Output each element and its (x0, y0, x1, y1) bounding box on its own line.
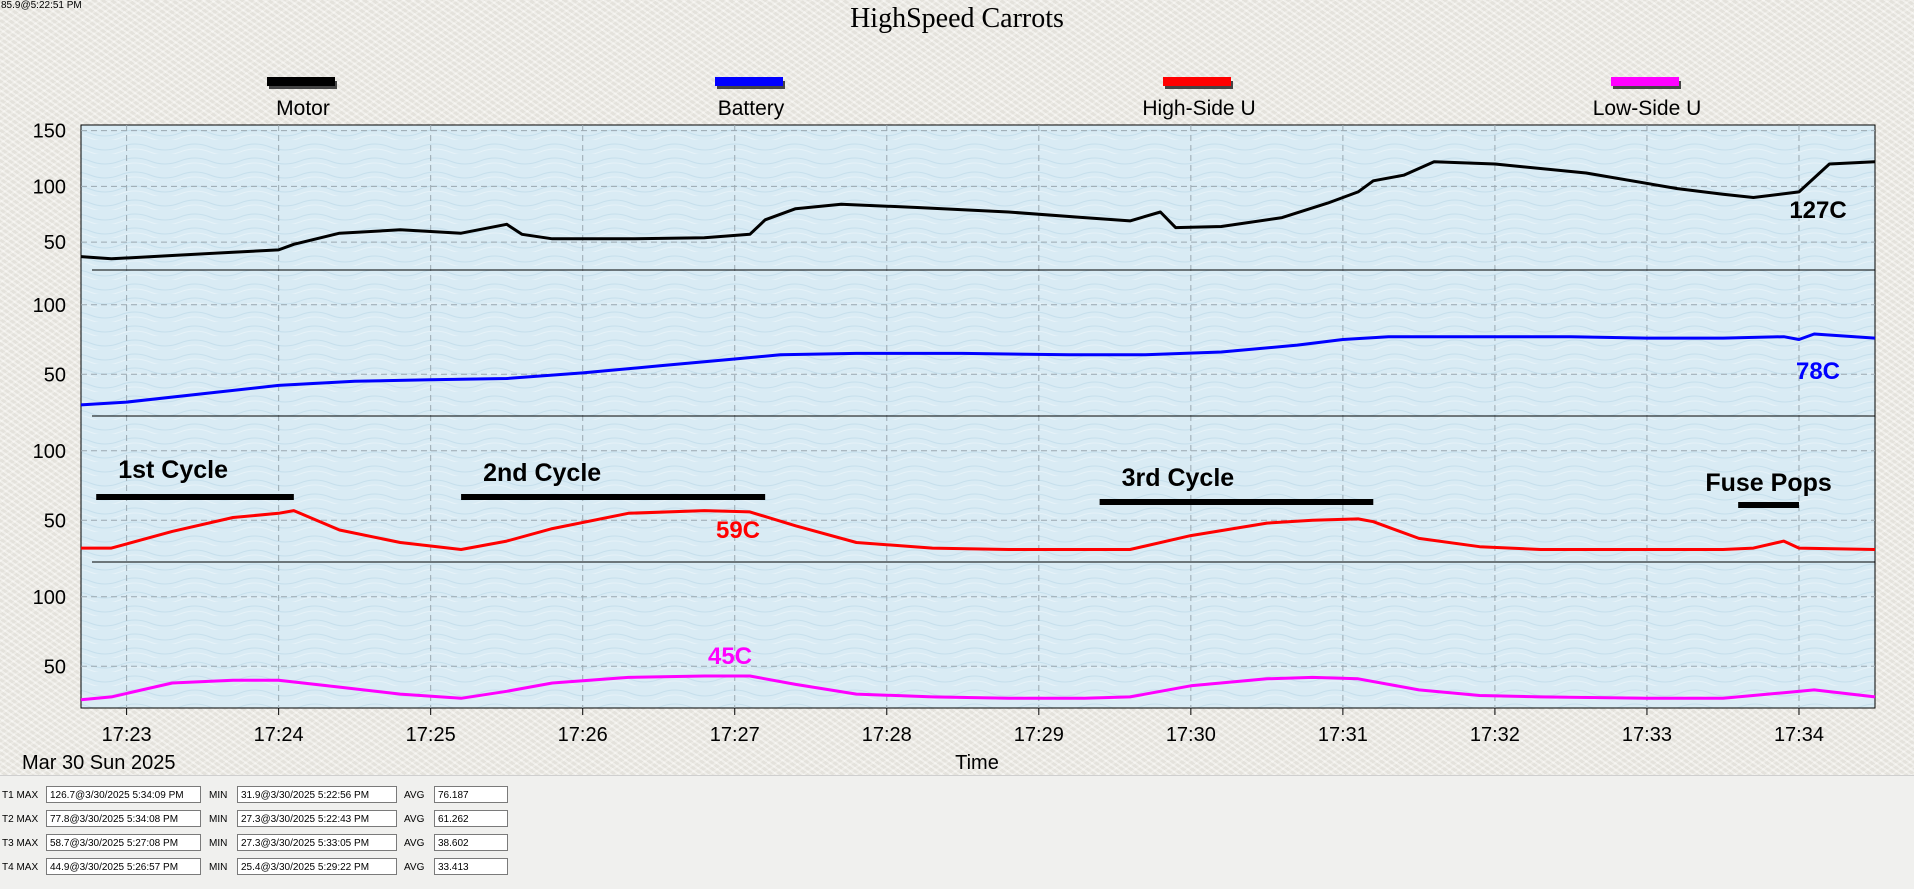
x-tick-label: 17:26 (558, 724, 608, 746)
legend-label: High-Side U (1142, 97, 1255, 120)
annotations: 1st Cycle 2nd Cycle 3rd Cycle Fuse Pops (96, 456, 1832, 508)
annotation-label: Fuse Pops (1705, 469, 1831, 497)
end-label-low-side-u: 45C (708, 643, 752, 670)
series-lines (80, 160, 1876, 702)
min-label: MIN (209, 814, 228, 825)
min-value-field[interactable]: 27.3@3/30/2025 5:22:43 PM (237, 810, 397, 827)
y-tick-label: 50 (44, 232, 66, 254)
avg-label: AVG (404, 838, 425, 849)
avg-label: AVG (404, 814, 425, 825)
series-line-high-side-u (81, 509, 1876, 551)
min-label: MIN (209, 862, 228, 873)
legend-swatch (1163, 77, 1231, 86)
annotation-label: 3rd Cycle (1122, 464, 1235, 492)
max-value-field[interactable]: 126.7@3/30/2025 5:34:09 PM (46, 786, 201, 803)
series-line-low-side-u (80, 674, 1876, 702)
legend-item-motor: Motor (267, 77, 337, 120)
stats-panel: T1 MAX 126.7@3/30/2025 5:34:09 PM MIN 31.9@… (0, 775, 1914, 889)
y-tick-label: 100 (33, 441, 66, 463)
avg-label: AVG (404, 862, 425, 873)
max-value-field[interactable]: 58.7@3/30/2025 5:27:08 PM (46, 834, 201, 851)
max-value-field[interactable]: 44.9@3/30/2025 5:26:57 PM (46, 858, 201, 875)
legend: Motor Battery High-Side U Low-Side U (267, 77, 1701, 120)
x-axis: 17:23 17:24 17:25 17:26 17:27 17:28 17:29 17:30… (102, 708, 1824, 746)
legend-swatch (1611, 77, 1679, 86)
legend-label: Motor (276, 97, 330, 120)
x-tick-label: 17:33 (1622, 724, 1672, 746)
annotation-2nd-cycle: 2nd Cycle (461, 459, 766, 500)
legend-item-high-side-u: High-Side U (1142, 77, 1256, 120)
stat-label: T1 MAX (2, 790, 39, 801)
x-tick-label: 17:31 (1318, 724, 1368, 746)
annotation-bar (1099, 499, 1374, 505)
annotation-label: 1st Cycle (118, 456, 228, 484)
series-line-motor (80, 160, 1876, 261)
legend-label: Low-Side U (1593, 97, 1702, 120)
x-tick-label: 17:25 (406, 724, 456, 746)
stat-label: T4 MAX (2, 862, 39, 873)
annotation-3rd-cycle: 3rd Cycle (1099, 464, 1374, 505)
min-value-field[interactable]: 31.9@3/30/2025 5:22:56 PM (237, 786, 397, 803)
legend-item-low-side-u: Low-Side U (1593, 77, 1702, 120)
x-tick-label: 17:28 (862, 724, 912, 746)
x-tick-label: 17:34 (1774, 724, 1824, 746)
avg-label: AVG (404, 790, 425, 801)
avg-value-field[interactable]: 38.602 (434, 834, 508, 851)
x-tick-label: 17:29 (1014, 724, 1064, 746)
legend-swatch (715, 77, 783, 86)
annotation-label: 2nd Cycle (483, 459, 601, 487)
y-tick-label: 50 (44, 364, 66, 386)
max-value-field[interactable]: 77.8@3/30/2025 5:34:08 PM (46, 810, 201, 827)
min-label: MIN (209, 790, 228, 801)
y-tick-label: 100 (33, 587, 66, 609)
cursor-readout: 85.9@5:22:51 PM (1, 0, 82, 11)
x-axis-label: Time (955, 752, 999, 774)
stat-label: T2 MAX (2, 814, 39, 825)
x-tick-label: 17:23 (102, 724, 152, 746)
annotation-bar (461, 494, 766, 500)
x-tick-label: 17:30 (1166, 724, 1216, 746)
end-label-high-side-u: 59C (716, 517, 760, 544)
annotation-1st-cycle: 1st Cycle (96, 456, 294, 500)
chart-title: HighSpeed Carrots (850, 3, 1064, 34)
end-label-motor: 127C (1789, 197, 1846, 224)
legend-swatch (267, 77, 335, 86)
date-label: Mar 30 Sun 2025 (22, 752, 175, 774)
annotation-fuse-pops: Fuse Pops (1705, 469, 1832, 508)
y-tick-label: 100 (33, 295, 66, 317)
x-tick-label: 17:24 (254, 724, 304, 746)
y-tick-label: 100 (33, 176, 66, 198)
series-line-battery (80, 332, 1876, 407)
annotation-bar (1738, 502, 1799, 508)
avg-value-field[interactable]: 61.262 (434, 810, 508, 827)
annotation-bar (96, 494, 294, 500)
y-tick-label: 50 (44, 510, 66, 532)
stat-label: T3 MAX (2, 838, 39, 849)
end-label-battery: 78C (1796, 358, 1840, 385)
min-value-field[interactable]: 27.3@3/30/2025 5:33:05 PM (237, 834, 397, 851)
temperature-chart: HighSpeed Carrots Motor Battery High-Side … (22, 3, 1876, 774)
legend-label: Battery (718, 97, 785, 120)
min-value-field[interactable]: 25.4@3/30/2025 5:29:22 PM (237, 858, 397, 875)
end-labels: 127C 78C 59C 45C (708, 197, 1847, 670)
x-tick-label: 17:27 (710, 724, 760, 746)
y-axis-labels: 150 100 50 100 50 100 50 100 50 (33, 121, 66, 679)
legend-item-battery: Battery (715, 77, 785, 120)
avg-value-field[interactable]: 76.187 (434, 786, 508, 803)
avg-value-field[interactable]: 33.413 (434, 858, 508, 875)
band-dividers (92, 269, 1875, 563)
y-tick-label: 150 (33, 121, 66, 143)
min-label: MIN (209, 838, 228, 849)
x-tick-label: 17:32 (1470, 724, 1520, 746)
y-tick-label: 50 (44, 656, 66, 678)
